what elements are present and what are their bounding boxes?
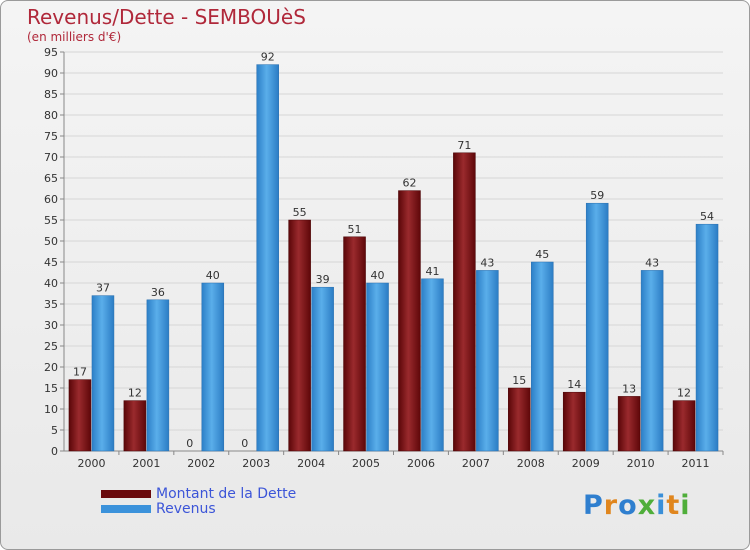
x-tick-label: 2002 <box>187 457 215 470</box>
data-label-debt: 71 <box>457 139 471 152</box>
bar-revenus-2001 <box>146 299 170 452</box>
y-tick-label: 85 <box>44 88 58 101</box>
y-tick-label: 55 <box>44 214 58 227</box>
y-tick-label: 10 <box>44 403 58 416</box>
data-label-debt: 62 <box>402 177 416 190</box>
y-tick-label: 50 <box>44 235 58 248</box>
x-tick-label: 2010 <box>627 457 655 470</box>
y-tick-label: 5 <box>51 424 58 437</box>
data-label-debt: 12 <box>128 387 142 400</box>
bar-revenus-2006 <box>421 278 444 452</box>
y-tick-label: 95 <box>44 46 58 59</box>
bar-debt-2001 <box>123 400 147 452</box>
data-label-debt: 51 <box>348 223 362 236</box>
bar-debt-2000 <box>68 379 92 452</box>
y-tick-label: 35 <box>44 298 58 311</box>
bar-debt-2008 <box>508 387 531 452</box>
chart-subtitle: (en milliers d'€) <box>27 30 122 44</box>
data-label-revenus: 40 <box>371 269 385 282</box>
bar-revenus-2000 <box>91 295 115 452</box>
data-label-debt: 0 <box>241 437 248 450</box>
y-tick-label: 45 <box>44 256 58 269</box>
bar-debt-2005 <box>343 236 366 452</box>
x-tick-label: 2003 <box>242 457 270 470</box>
logo-letter: P <box>583 490 604 521</box>
x-tick-label: 2006 <box>407 457 435 470</box>
y-tick-label: 25 <box>44 340 58 353</box>
data-label-debt: 0 <box>186 437 193 450</box>
data-label-revenus: 37 <box>96 282 110 295</box>
y-tick-label: 15 <box>44 382 58 395</box>
x-tick-label: 2004 <box>297 457 325 470</box>
chart-title: Revenus/Dette - SEMBOUèS <box>27 5 306 29</box>
bar-revenus-2009 <box>585 202 609 452</box>
data-label-revenus: 39 <box>316 273 330 286</box>
logo-letter: t <box>666 490 681 521</box>
data-label-debt: 15 <box>512 374 526 387</box>
data-label-revenus: 43 <box>480 256 494 269</box>
data-label-revenus: 40 <box>206 269 220 282</box>
x-axis: 2000 2001 2002 2003 2004 2005 2006 2007 2008 2009… <box>77 451 724 470</box>
data-label-debt: 55 <box>293 206 307 219</box>
bar-debt-2007 <box>453 152 476 452</box>
bar-revenus-2004 <box>311 286 334 452</box>
bar-debt-2006 <box>398 190 421 452</box>
logo-letter: i <box>656 490 667 521</box>
y-tick-label: 90 <box>44 67 58 80</box>
data-labels: 17 37 12 36 0 40 0 92 55 39 51 40 62 41 71 43 15 45 14 59 13… <box>73 51 714 450</box>
x-tick-label: 2005 <box>352 457 380 470</box>
y-tick-label: 65 <box>44 172 58 185</box>
bar-revenus-2005 <box>366 282 389 452</box>
data-label-revenus: 41 <box>425 265 439 278</box>
y-tick-label: 60 <box>44 193 58 206</box>
y-tick-label: 75 <box>44 130 58 143</box>
data-label-revenus: 36 <box>151 286 165 299</box>
data-label-revenus: 45 <box>535 248 549 261</box>
bar-debt-2011 <box>672 400 696 452</box>
bar-revenus-2002 <box>201 282 225 452</box>
bar-revenus-2010 <box>640 270 664 452</box>
bar-revenus-2008 <box>531 261 554 452</box>
logo-letter: x <box>637 490 657 521</box>
data-label-debt: 17 <box>73 366 87 379</box>
bar-revenus-2003 <box>256 64 279 452</box>
x-tick-label: 2011 <box>682 457 710 470</box>
legend-label-debt: Montant de la Dette <box>156 486 297 502</box>
logo-letter: i <box>680 490 691 521</box>
y-tick-label: 20 <box>44 361 58 374</box>
y-tick-label: 70 <box>44 151 58 164</box>
logo-letter: r <box>603 490 619 521</box>
bars <box>68 64 719 452</box>
data-label-revenus: 43 <box>645 256 659 269</box>
x-tick-label: 2000 <box>77 457 105 470</box>
bar-debt-2004 <box>288 219 311 452</box>
legend-label-revenus: Revenus <box>156 501 216 517</box>
logo-letter: o <box>618 490 638 521</box>
legend-swatch-revenus <box>101 505 151 513</box>
data-label-debt: 12 <box>677 387 691 400</box>
bar-debt-2009 <box>562 391 586 452</box>
y-tick-label: 80 <box>44 109 58 122</box>
data-label-revenus: 59 <box>590 189 604 202</box>
bar-revenus-2011 <box>695 223 719 452</box>
y-tick-label: 0 <box>51 445 58 458</box>
y-tick-label: 40 <box>44 277 58 290</box>
x-tick-label: 2001 <box>132 457 160 470</box>
y-tick-label: 30 <box>44 319 58 332</box>
x-tick-label: 2008 <box>517 457 545 470</box>
x-tick-label: 2009 <box>572 457 600 470</box>
bar-debt-2010 <box>617 396 641 452</box>
bar-revenus-2007 <box>476 270 499 452</box>
data-label-debt: 14 <box>567 378 581 391</box>
data-label-debt: 13 <box>622 382 636 395</box>
data-label-revenus: 54 <box>700 210 714 223</box>
x-tick-label: 2007 <box>462 457 490 470</box>
legend-swatch-debt <box>101 490 151 498</box>
proxiti-logo: Proxiti <box>583 490 691 521</box>
data-label-revenus: 92 <box>261 51 275 64</box>
